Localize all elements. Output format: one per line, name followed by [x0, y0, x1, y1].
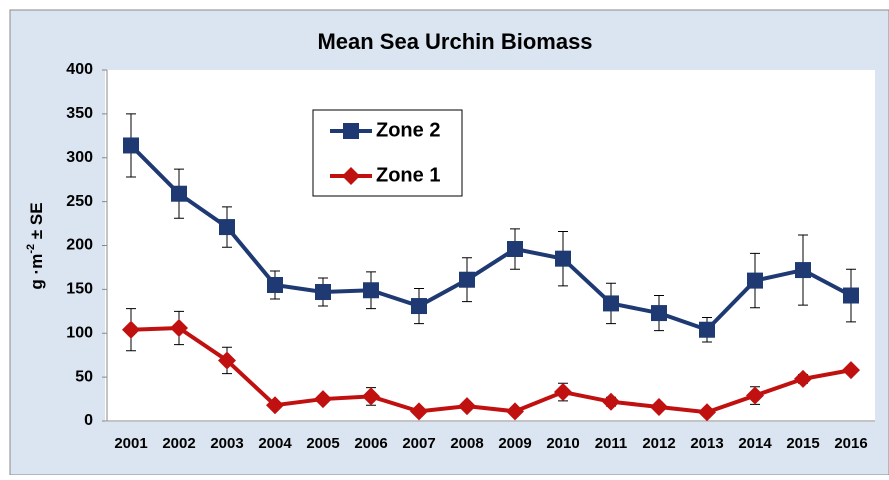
- data-point: [699, 321, 715, 338]
- x-tick-label: 2002: [162, 435, 195, 452]
- y-tick-label: 300: [66, 149, 93, 166]
- x-tick-label: 2015: [786, 435, 819, 452]
- data-point: [698, 403, 716, 422]
- data-point: [170, 318, 188, 337]
- y-tick-label: 100: [66, 324, 93, 341]
- x-tick-label: 2013: [690, 435, 723, 452]
- data-point: [651, 305, 667, 322]
- data-point: [363, 282, 379, 299]
- legend: [312, 109, 463, 197]
- x-tick-label: 2009: [498, 435, 531, 452]
- data-point: [459, 271, 475, 288]
- legend-label: Zone 2: [376, 119, 440, 141]
- y-tick-label: 250: [66, 193, 93, 210]
- x-tick-label: 2001: [114, 435, 147, 452]
- y-tick-label: 350: [66, 105, 93, 122]
- data-point: [267, 276, 283, 293]
- x-tick-label: 2006: [354, 435, 387, 452]
- data-point: [266, 396, 284, 415]
- x-tick-label: 2008: [450, 435, 483, 452]
- y-label-rest: ± SE: [27, 202, 46, 243]
- legend-marker: [342, 167, 360, 185]
- x-tick-label: 2005: [306, 435, 339, 452]
- data-point: [554, 383, 572, 402]
- data-point: [603, 295, 619, 312]
- data-point: [795, 262, 811, 279]
- data-point: [506, 402, 524, 421]
- data-point: [507, 241, 523, 258]
- y-tick-label: 400: [66, 61, 93, 78]
- data-point: [555, 250, 571, 267]
- data-point: [315, 284, 331, 301]
- data-point: [362, 387, 380, 406]
- series-line: [130, 325, 852, 415]
- data-point: [123, 137, 139, 154]
- legend-marker: [343, 123, 359, 139]
- plot-area: [105, 70, 875, 422]
- y-label-base: g ·m: [27, 254, 46, 290]
- x-tick-label: 2003: [210, 435, 243, 452]
- x-tick-label: 2016: [834, 435, 867, 452]
- data-point: [219, 219, 235, 236]
- series-line: [129, 144, 852, 333]
- data-point: [842, 361, 860, 380]
- y-tick-label: 50: [75, 368, 93, 385]
- data-point: [410, 402, 428, 421]
- x-tick-label: 2012: [642, 435, 675, 452]
- y-tick-label: 150: [66, 281, 93, 298]
- data-point: [122, 320, 140, 339]
- x-tick-label: 2010: [546, 435, 579, 452]
- legend-label: Zone 1: [376, 164, 440, 186]
- data-point: [650, 397, 668, 416]
- x-tick-label: 2014: [738, 435, 772, 452]
- y-label-sup: -2: [25, 244, 37, 254]
- data-point: [218, 351, 236, 370]
- data-point: [794, 369, 812, 388]
- y-tick-label: 200: [66, 237, 93, 254]
- chart-title: Mean Sea Urchin Biomass: [317, 29, 592, 54]
- x-tick-label: 2007: [402, 435, 435, 452]
- data-point: [602, 392, 620, 411]
- x-tick-label: 2004: [258, 435, 292, 452]
- data-point: [746, 386, 764, 405]
- data-point: [458, 397, 476, 416]
- data-point: [314, 390, 332, 409]
- y-axis-label: g ·m-2 ± SE: [25, 202, 47, 289]
- y-tick-label: 0: [84, 412, 93, 429]
- data-point: [747, 272, 763, 289]
- data-point: [171, 185, 187, 202]
- data-point: [411, 298, 427, 315]
- x-tick-label: 2011: [595, 435, 628, 452]
- data-point: [843, 287, 859, 304]
